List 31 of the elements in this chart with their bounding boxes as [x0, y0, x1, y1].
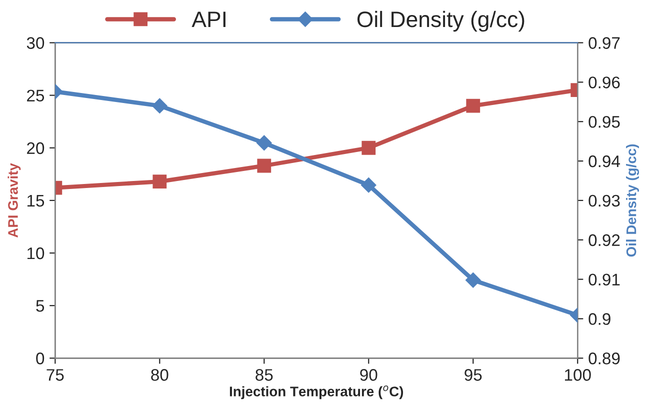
point: [361, 178, 376, 193]
y2-tick-label: 0.9: [588, 313, 610, 325]
y2-tick-label: 0.93: [588, 194, 620, 207]
y-tick-label: 30: [26, 37, 44, 49]
y-tick-label: 20: [27, 142, 44, 154]
y2-tick-label: 0.89: [588, 352, 620, 364]
x-tick-label: 90: [360, 369, 378, 381]
y-tick-label: 25: [27, 90, 44, 102]
legend-label: API: [192, 12, 226, 28]
y2-axis-title: Oil Density (g/cc): [626, 144, 640, 257]
y-tick-label: 0: [36, 352, 44, 364]
y2-tick-label: 0.96: [588, 76, 620, 88]
y2-tick-label: 0.94: [588, 155, 620, 168]
x-tick-label: 80: [151, 369, 168, 381]
x-axis-title: Injection Temperature ($^{o}$C): [230, 386, 404, 400]
x-tick-label: 75: [46, 369, 64, 381]
y2-tick-label: 0.92: [588, 234, 620, 246]
point: [257, 158, 272, 173]
x-tick-label: 85: [256, 369, 273, 381]
x-tick-label: 95: [464, 369, 482, 381]
x-tick-label: 100: [564, 369, 591, 381]
y-tick-label: 15: [27, 195, 44, 207]
y-tick-label: 5: [36, 300, 44, 312]
y2-tick-label: 0.91: [588, 274, 620, 286]
y2-tick-label: 0.95: [588, 116, 620, 128]
y2-tick-label: 0.97: [588, 37, 620, 49]
y-tick-label: 10: [27, 247, 44, 260]
legend-label: Oil Density (g/cc): [357, 10, 524, 32]
point: [362, 140, 376, 155]
y-axis-title: API Gravity: [8, 163, 21, 238]
point: [256, 135, 272, 150]
